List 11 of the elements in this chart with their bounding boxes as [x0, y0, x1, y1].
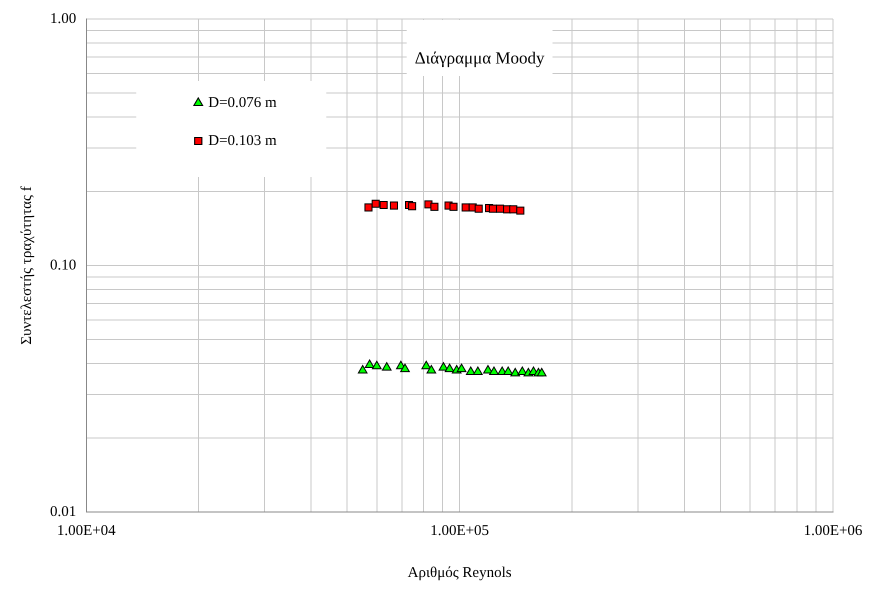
legend-label: D=0.076 m	[208, 94, 278, 111]
x-tick-label: 1.00E+06	[804, 522, 863, 539]
x-tick-label: 1.00E+05	[430, 522, 490, 539]
y-tick-label: 1.00	[50, 10, 76, 27]
y-tick-label: 0.01	[50, 504, 76, 520]
x-axis-title: Αριθμός Reynols	[408, 564, 512, 581]
x-tick-label: 1.00E+04	[56, 522, 116, 539]
y-tick-label: 0.10	[50, 257, 76, 274]
y-axis-title: Συντελεστής τραχύτητας f	[18, 186, 35, 345]
text: Διάγραμμα Moody	[414, 48, 546, 68]
legend-label: D=0.103 m	[208, 132, 278, 149]
